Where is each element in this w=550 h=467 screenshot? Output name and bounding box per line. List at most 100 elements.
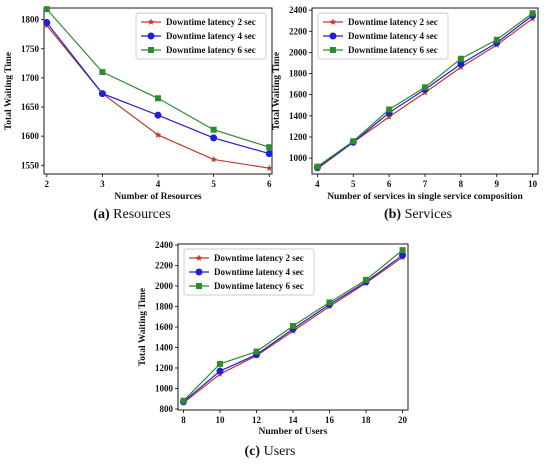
chart-panel-3: 800 1000 1200 1400 1600 1800 2000 2200 2400 8 10 12… bbox=[138, 240, 409, 459]
y-tick-label: 2200 bbox=[155, 261, 174, 271]
x-tick-label: 12 bbox=[252, 415, 262, 425]
data-point bbox=[180, 397, 187, 404]
legend-label: Downtime latency 2 sec bbox=[214, 253, 304, 263]
data-point bbox=[326, 299, 333, 306]
x-tick-label: 2 bbox=[45, 179, 50, 189]
data-point bbox=[399, 247, 406, 254]
legend-label: Downtime latency 4 sec bbox=[214, 267, 304, 277]
caption-label: Users bbox=[260, 444, 295, 459]
data-point bbox=[99, 69, 106, 76]
y-tick-label: 2400 bbox=[155, 240, 174, 250]
legend-marker bbox=[196, 283, 202, 289]
legend-label: Downtime latency 4 sec bbox=[348, 31, 438, 41]
legend-label: Downtime latency 6 sec bbox=[166, 45, 256, 55]
data-point bbox=[386, 106, 393, 113]
legend-marker bbox=[329, 32, 337, 40]
y-tick-label: 1600 bbox=[289, 90, 308, 100]
legend: Downtime latency 2 sec Downtime latency 4… bbox=[183, 248, 315, 296]
caption-tag: (b) bbox=[384, 207, 401, 222]
data-point bbox=[210, 134, 218, 142]
data-point bbox=[290, 322, 296, 329]
panel-caption: (b) Services bbox=[384, 207, 452, 222]
y-tick-label: 1600 bbox=[155, 322, 174, 332]
y-tick-label: 1000 bbox=[155, 383, 174, 393]
y-tick-label: 800 bbox=[160, 404, 174, 414]
x-tick-label: 18 bbox=[362, 415, 372, 425]
data-point bbox=[457, 60, 465, 68]
legend-box bbox=[135, 12, 267, 60]
legend-box bbox=[183, 248, 315, 296]
legend-label: Downtime latency 6 sec bbox=[348, 45, 438, 55]
y-tick-label: 1800 bbox=[289, 69, 308, 79]
data-point bbox=[155, 95, 161, 102]
x-tick-label: 5 bbox=[351, 179, 356, 189]
y-tick-label: 1800 bbox=[155, 302, 174, 312]
caption-tag: (a) bbox=[93, 207, 110, 222]
x-axis-label: Number of services in single service com… bbox=[327, 192, 523, 202]
legend-label: Downtime latency 6 sec bbox=[214, 281, 304, 291]
legend-marker bbox=[330, 47, 336, 53]
data-point bbox=[154, 131, 162, 138]
y-tick-label: 2000 bbox=[155, 281, 174, 291]
data-point bbox=[265, 150, 273, 158]
panel-caption: (a) Resources bbox=[93, 207, 170, 222]
x-tick-label: 4 bbox=[156, 179, 161, 189]
chart-panel-2: 1000 1200 1400 1600 1800 2000 2200 2400 4 5 6 7 8 9 10… bbox=[272, 5, 539, 222]
data-point bbox=[314, 163, 321, 170]
x-tick-label: 7 bbox=[423, 179, 428, 189]
x-tick-label: 8 bbox=[181, 415, 186, 425]
y-tick-label: 1750 bbox=[21, 44, 40, 54]
legend-marker bbox=[147, 32, 155, 40]
legend-marker bbox=[148, 47, 154, 53]
x-tick-label: 6 bbox=[387, 179, 392, 189]
data-point bbox=[529, 10, 536, 17]
y-tick-label: 1200 bbox=[155, 363, 174, 373]
x-tick-label: 8 bbox=[459, 179, 464, 189]
y-tick-label: 2000 bbox=[289, 47, 308, 57]
x-tick-label: 3 bbox=[100, 179, 105, 189]
x-tick-label: 10 bbox=[215, 415, 225, 425]
data-point bbox=[98, 90, 106, 98]
caption-label: Resources bbox=[110, 207, 171, 222]
y-tick-label: 2400 bbox=[289, 5, 308, 15]
x-tick-label: 14 bbox=[289, 415, 299, 425]
x-axis-label: Number of Resources bbox=[114, 192, 202, 202]
data-point bbox=[43, 6, 50, 13]
legend-label: Downtime latency 2 sec bbox=[348, 17, 438, 27]
y-axis-label: Total Waiting Time bbox=[4, 52, 14, 130]
caption-tag: (c) bbox=[245, 444, 261, 459]
chart-panel-1: 1550 1600 1650 1700 1750 1800 2 3 4 5 6 Number of R… bbox=[4, 6, 273, 222]
legend-label: Downtime latency 4 sec bbox=[166, 31, 256, 41]
y-tick-label: 1550 bbox=[21, 160, 40, 170]
data-point bbox=[43, 19, 51, 27]
x-tick-label: 6 bbox=[267, 179, 272, 189]
x-tick-label: 9 bbox=[494, 179, 499, 189]
y-tick-label: 1650 bbox=[21, 102, 40, 112]
data-point bbox=[422, 84, 428, 91]
x-tick-label: 5 bbox=[211, 179, 216, 189]
legend-marker bbox=[195, 254, 203, 261]
data-point bbox=[350, 138, 357, 145]
data-point bbox=[399, 251, 407, 259]
legend-marker bbox=[147, 18, 155, 25]
y-tick-label: 1700 bbox=[21, 73, 40, 83]
legend: Downtime latency 2 sec Downtime latency 4… bbox=[317, 12, 449, 60]
x-tick-label: 16 bbox=[325, 415, 335, 425]
y-tick-label: 1200 bbox=[289, 132, 308, 142]
y-tick-label: 1800 bbox=[21, 15, 40, 25]
x-tick-label: 10 bbox=[528, 179, 538, 189]
legend-marker bbox=[195, 268, 203, 276]
data-point bbox=[457, 55, 464, 62]
y-tick-label: 1600 bbox=[21, 131, 40, 141]
data-point bbox=[210, 126, 217, 133]
x-axis-label: Number of Users bbox=[259, 427, 328, 437]
legend: Downtime latency 2 sec Downtime latency 4… bbox=[135, 12, 267, 60]
data-point bbox=[216, 367, 224, 375]
y-tick-label: 1000 bbox=[289, 153, 308, 163]
data-point bbox=[216, 360, 223, 367]
legend-label: Downtime latency 2 sec bbox=[166, 17, 256, 27]
legend-box bbox=[317, 12, 449, 60]
data-point bbox=[493, 36, 500, 43]
data-point bbox=[363, 276, 370, 283]
